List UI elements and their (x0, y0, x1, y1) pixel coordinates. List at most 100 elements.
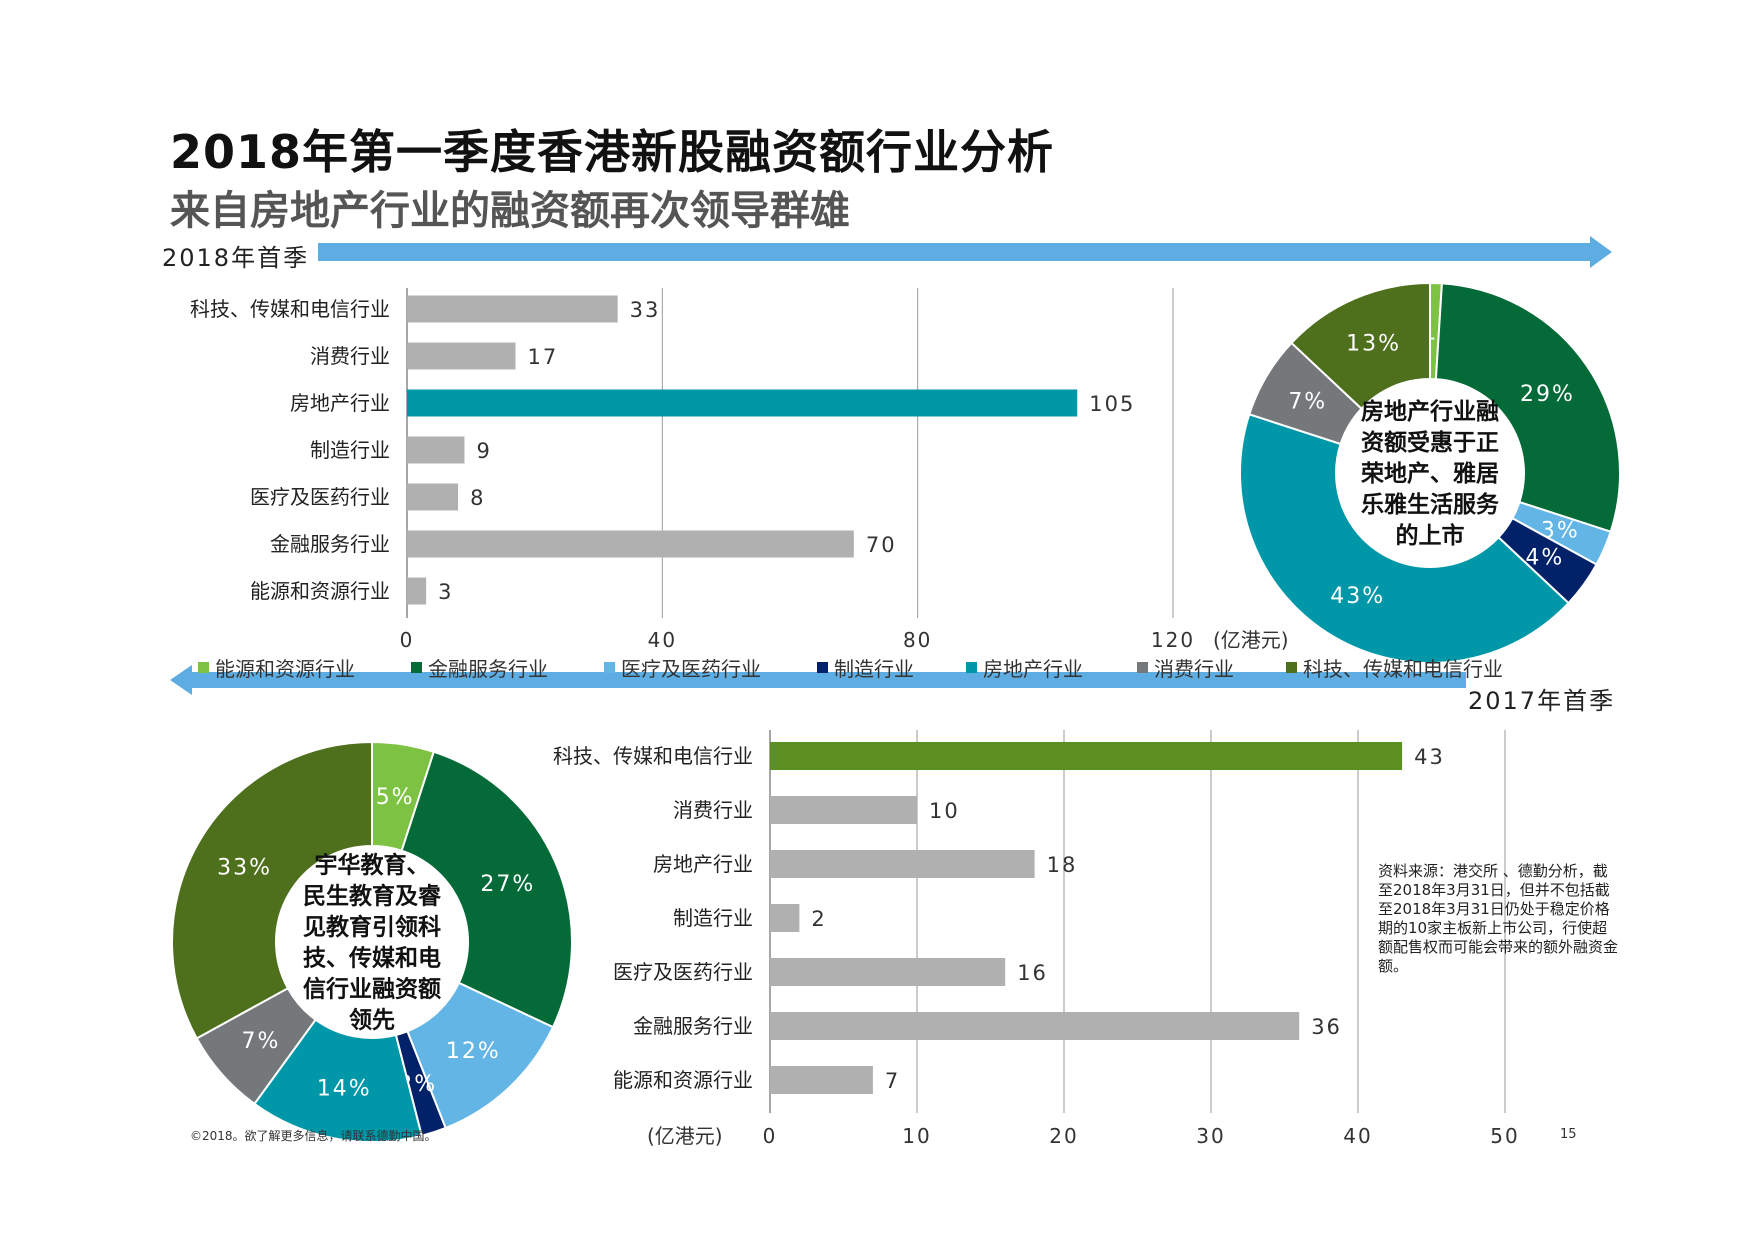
legend-label: 制造行业 (834, 656, 914, 681)
bar (770, 796, 917, 824)
donut-slice (400, 750, 573, 1029)
legend-item-financial: 金融服务行业 (411, 652, 548, 682)
category-label: 能源和资源行业 (613, 1068, 753, 1092)
category-label: 消费行业 (310, 344, 390, 368)
x-tick-label: 0 (400, 628, 415, 652)
bar (770, 958, 1006, 986)
slice-label: 13% (1346, 332, 1401, 357)
bar (770, 1012, 1300, 1040)
category-label: 能源和资源行业 (250, 579, 390, 603)
slice-label: 4% (1525, 545, 1564, 570)
slice-label: 29% (1520, 382, 1575, 407)
x-tick-label: 30 (1196, 1124, 1225, 1148)
data-label: 3 (438, 580, 453, 604)
bar (770, 742, 1403, 770)
category-label: 科技、传媒和电信行业 (190, 297, 390, 321)
copyright: ©2018。欲了解更多信息，请联系德勤中国。 (190, 1129, 437, 1143)
legend-swatch (198, 661, 209, 673)
source-note: 资料来源：港交所 、德勤分析，截至2018年3月31日，但并不包括截至2018年… (1378, 862, 1619, 975)
legend-label: 消费行业 (1154, 656, 1234, 681)
donut-center-text: 信行业融资额 (303, 976, 441, 1003)
page-title: 2018年第一季度香港新股融资额行业分析 (170, 125, 1055, 179)
data-label: 17 (528, 345, 559, 369)
category-label: 金融服务行业 (270, 532, 390, 556)
slice-label: 7% (1288, 390, 1327, 415)
bar (407, 342, 516, 370)
bar (407, 483, 459, 511)
unit-label: (亿港元) (1213, 628, 1289, 652)
data-label: 70 (866, 533, 897, 557)
x-tick-label: 50 (1490, 1124, 1519, 1148)
donut-slice (171, 740, 373, 1040)
x-tick-label: 0 (763, 1124, 778, 1148)
donut-center-text: 民生教育及睿 (303, 883, 442, 910)
category-label: 消费行业 (673, 798, 753, 822)
page-subtitle: 来自房地产行业的融资额再次领导群雄 (170, 188, 850, 234)
legend-item-manufacturing: 制造行业 (817, 652, 914, 682)
legend-item-healthcare: 医疗及医药行业 (604, 652, 761, 682)
x-tick-label: 80 (903, 628, 932, 652)
legend-item-consumer: 消费行业 (1137, 652, 1234, 682)
legend-swatch (1137, 661, 1148, 673)
bar (407, 577, 427, 605)
label-2017-q1: 2017年首季 (1468, 687, 1616, 715)
donut-center-text: 乐雅生活服务 (1361, 492, 1500, 518)
legend-swatch (604, 661, 615, 673)
legend-swatch (966, 661, 977, 673)
x-tick-label: 10 (902, 1124, 931, 1148)
data-label: 8 (470, 486, 485, 510)
legend-swatch (1286, 661, 1297, 673)
category-label: 制造行业 (673, 906, 753, 930)
bar (407, 530, 854, 558)
arrow-right-2018 (318, 236, 1612, 268)
label-2018-q1: 2018年首季 (162, 244, 310, 272)
legend-label: 科技、传媒和电信行业 (1303, 656, 1503, 681)
donut-center-text: 的上市 (1396, 522, 1465, 549)
bar (770, 904, 800, 932)
data-label: 105 (1089, 392, 1135, 416)
category-label: 科技、传媒和电信行业 (553, 744, 753, 768)
page-number: 15 (1560, 1127, 1577, 1142)
bar (407, 389, 1078, 417)
legend-swatch (411, 661, 422, 673)
data-label: 10 (929, 799, 960, 823)
data-label: 43 (1414, 745, 1445, 769)
slice-label: 14% (317, 1076, 372, 1101)
bar (407, 436, 465, 464)
legend-label: 金融服务行业 (428, 656, 548, 681)
category-label: 医疗及医药行业 (613, 960, 753, 984)
legend-item-energy: 能源和资源行业 (198, 652, 355, 682)
x-tick-label: 40 (648, 628, 677, 652)
slice-label: 7% (242, 1029, 281, 1054)
category-label: 房地产行业 (653, 852, 753, 876)
bar (770, 1066, 873, 1094)
donut-center-text: 领先 (349, 1007, 395, 1034)
category-label: 制造行业 (310, 438, 390, 462)
x-tick-label: 20 (1049, 1124, 1078, 1148)
data-label: 2 (811, 907, 826, 931)
slice-label: 27% (480, 872, 535, 897)
donut-center-text: 技、传媒和电 (303, 945, 441, 972)
donut-center-text: 荣地产、雅居 (1360, 460, 1499, 487)
donut-center-text: 资额受惠于正 (1361, 429, 1499, 456)
donut-slice (1290, 281, 1431, 411)
donut-slice (1434, 282, 1621, 533)
data-label: 33 (630, 298, 661, 322)
donut-center-text: 见教育引领科 (303, 914, 441, 941)
data-label: 7 (885, 1069, 900, 1093)
legend-item-realestate: 房地产行业 (966, 652, 1083, 682)
legend-swatch (817, 661, 828, 673)
category-label: 金融服务行业 (633, 1014, 753, 1038)
donut-center-text: 宇华教育、 (315, 852, 430, 879)
category-label: 房地产行业 (290, 391, 390, 415)
slice-label: 12% (446, 1039, 501, 1064)
donut-center-text: 房地产行业融 (1361, 398, 1499, 425)
slice-label: 43% (1330, 584, 1385, 609)
category-label: 医疗及医药行业 (250, 485, 390, 509)
slice-label: 33% (217, 856, 272, 881)
legend-item-tmt: 科技、传媒和电信行业 (1286, 652, 1503, 682)
